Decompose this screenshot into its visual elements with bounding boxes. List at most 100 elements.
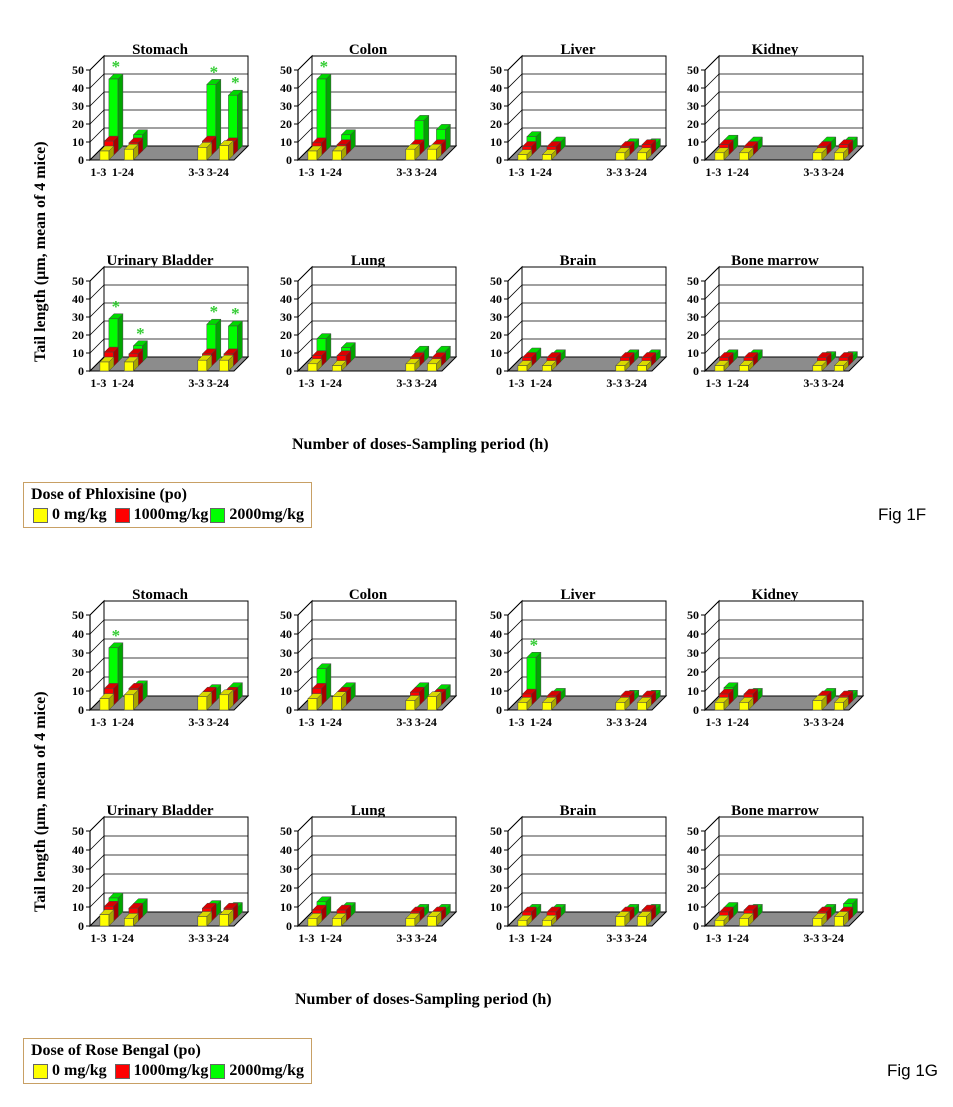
gridline-side <box>507 676 523 692</box>
x-tick-label: 3-24 <box>207 715 229 729</box>
y-tick-label: 20 <box>72 881 84 895</box>
bar <box>197 354 213 372</box>
y-tick-label: 0 <box>693 364 699 378</box>
bar-front <box>637 365 647 372</box>
y-tick-label: 10 <box>490 135 502 149</box>
bar-front <box>812 700 823 711</box>
bar <box>414 114 430 152</box>
bar <box>307 358 323 372</box>
x-tick-label: 3-3 <box>396 165 412 179</box>
gridline-side <box>89 835 105 851</box>
gridline-side <box>704 338 720 354</box>
bar-front <box>637 916 647 927</box>
y-tick-label: 0 <box>496 703 502 717</box>
x-tick-label: 3-3 <box>606 931 622 945</box>
y-tick-label: 10 <box>72 135 84 149</box>
legend-label: 2000mg/kg <box>229 506 305 523</box>
chart-title: Colon <box>348 42 388 58</box>
bar <box>738 359 754 372</box>
legend-swatch-2000mg <box>210 507 226 523</box>
y-tick-label: 30 <box>490 646 502 660</box>
gridline-side <box>507 892 523 908</box>
bar <box>426 358 443 372</box>
side-wall <box>89 54 105 162</box>
bar-front <box>714 365 725 372</box>
bar <box>517 914 533 927</box>
bar <box>738 696 754 711</box>
bar <box>812 694 828 711</box>
y-tick-label: 50 <box>72 63 84 77</box>
bar <box>331 912 347 927</box>
bar <box>123 912 139 927</box>
y-tick-label: 30 <box>490 862 502 876</box>
chart-title: Urinary Bladder <box>106 253 214 269</box>
side-wall <box>704 815 720 928</box>
gridline-side <box>507 816 523 832</box>
x-tick-label: 3-24 <box>625 165 647 179</box>
chart-svg: 0 10 20 30 40 50 1-3 1-24 3-3 3-24 <box>687 815 865 945</box>
back-wall <box>521 600 667 697</box>
chart-svg: 0 10 20 30 40 50 1-3 1-24 3-3 3-24 <box>280 815 458 945</box>
chart-svg: 0 10 20 30 40 50 1-3 1-24 3-3 3-24 <box>72 815 250 945</box>
y-tick-label: 30 <box>490 99 502 113</box>
legend-label: 0 mg/kg <box>52 1062 107 1079</box>
gridline-side <box>704 892 720 908</box>
gridline-side <box>704 266 720 282</box>
bar-front <box>219 694 229 711</box>
y-tick-label: 0 <box>286 919 292 933</box>
side-wall <box>704 54 720 162</box>
bar <box>636 696 653 711</box>
x-tick-label: 1-3 <box>508 715 524 729</box>
gridline-side <box>89 338 105 354</box>
chart-title: Kidney <box>751 587 799 603</box>
bar-front <box>542 154 552 161</box>
x-tick-label: 1-3 <box>298 376 314 390</box>
chart-svg: 0 10 20 30 40 50 1-3 1-24 3-3 3-24 <box>687 599 865 729</box>
bar-front <box>307 918 318 927</box>
bar <box>108 73 124 152</box>
y-tick-label: 20 <box>490 117 502 131</box>
side-wall <box>507 599 523 712</box>
bar <box>636 359 653 372</box>
chart-title: Bone marrow <box>731 253 819 269</box>
gridline-side <box>297 816 313 832</box>
gridline-side <box>507 873 523 889</box>
y-tick-label: 30 <box>687 862 699 876</box>
bar <box>636 910 653 927</box>
bar-front <box>307 150 318 161</box>
y-tick-label: 10 <box>72 900 84 914</box>
y-tick-label: 40 <box>72 843 84 857</box>
bar <box>405 912 421 927</box>
y-tick-label: 50 <box>280 274 292 288</box>
y-tick-label: 10 <box>687 900 699 914</box>
legend-swatch-2000mg <box>210 1063 226 1079</box>
bar-front <box>714 702 725 711</box>
chart-title: Stomach <box>132 42 188 58</box>
x-tick-label: 1-3 <box>90 376 106 390</box>
bar <box>812 359 828 372</box>
x-tick-label: 3-3 <box>606 165 622 179</box>
gridline-side <box>507 127 523 143</box>
x-tick-label: 1-3 <box>508 931 524 945</box>
gridline-side <box>89 302 105 318</box>
x-tick-label: 3-24 <box>822 376 844 390</box>
y-tick-label: 50 <box>72 274 84 288</box>
chart-panel: Urinary Bladder 0 10 20 30 40 50 1-3 1-24 3-3 3-24 <box>60 803 260 978</box>
x-tick-label: 3-3 <box>188 931 204 945</box>
legend-label: 1000mg/kg <box>133 506 209 523</box>
legend-label: 0 mg/kg <box>52 506 107 523</box>
chart-panel: Brain 0 10 20 30 40 50 1-3 1-24 3-3 3-24 <box>478 253 678 423</box>
bar <box>833 359 850 372</box>
y-tick-label: 20 <box>72 328 84 342</box>
gridline-side <box>297 835 313 851</box>
y-tick-label: 20 <box>687 665 699 679</box>
chart-svg: 0 10 20 30 40 50 1-3 1-24 3-3 3-24 <box>687 54 865 179</box>
gridline-side <box>89 892 105 908</box>
x-axis-label: Number of doses-Sampling period (h) <box>292 436 549 453</box>
back-wall <box>311 55 457 147</box>
legend-swatch-0mg <box>33 1063 48 1079</box>
significance-marker: * <box>112 57 121 76</box>
chart-panel: Urinary Bladder 0 10 20 30 40 50 * 1-3 * 1-24 * 3-3 *… <box>60 253 260 423</box>
side-wall <box>704 599 720 712</box>
